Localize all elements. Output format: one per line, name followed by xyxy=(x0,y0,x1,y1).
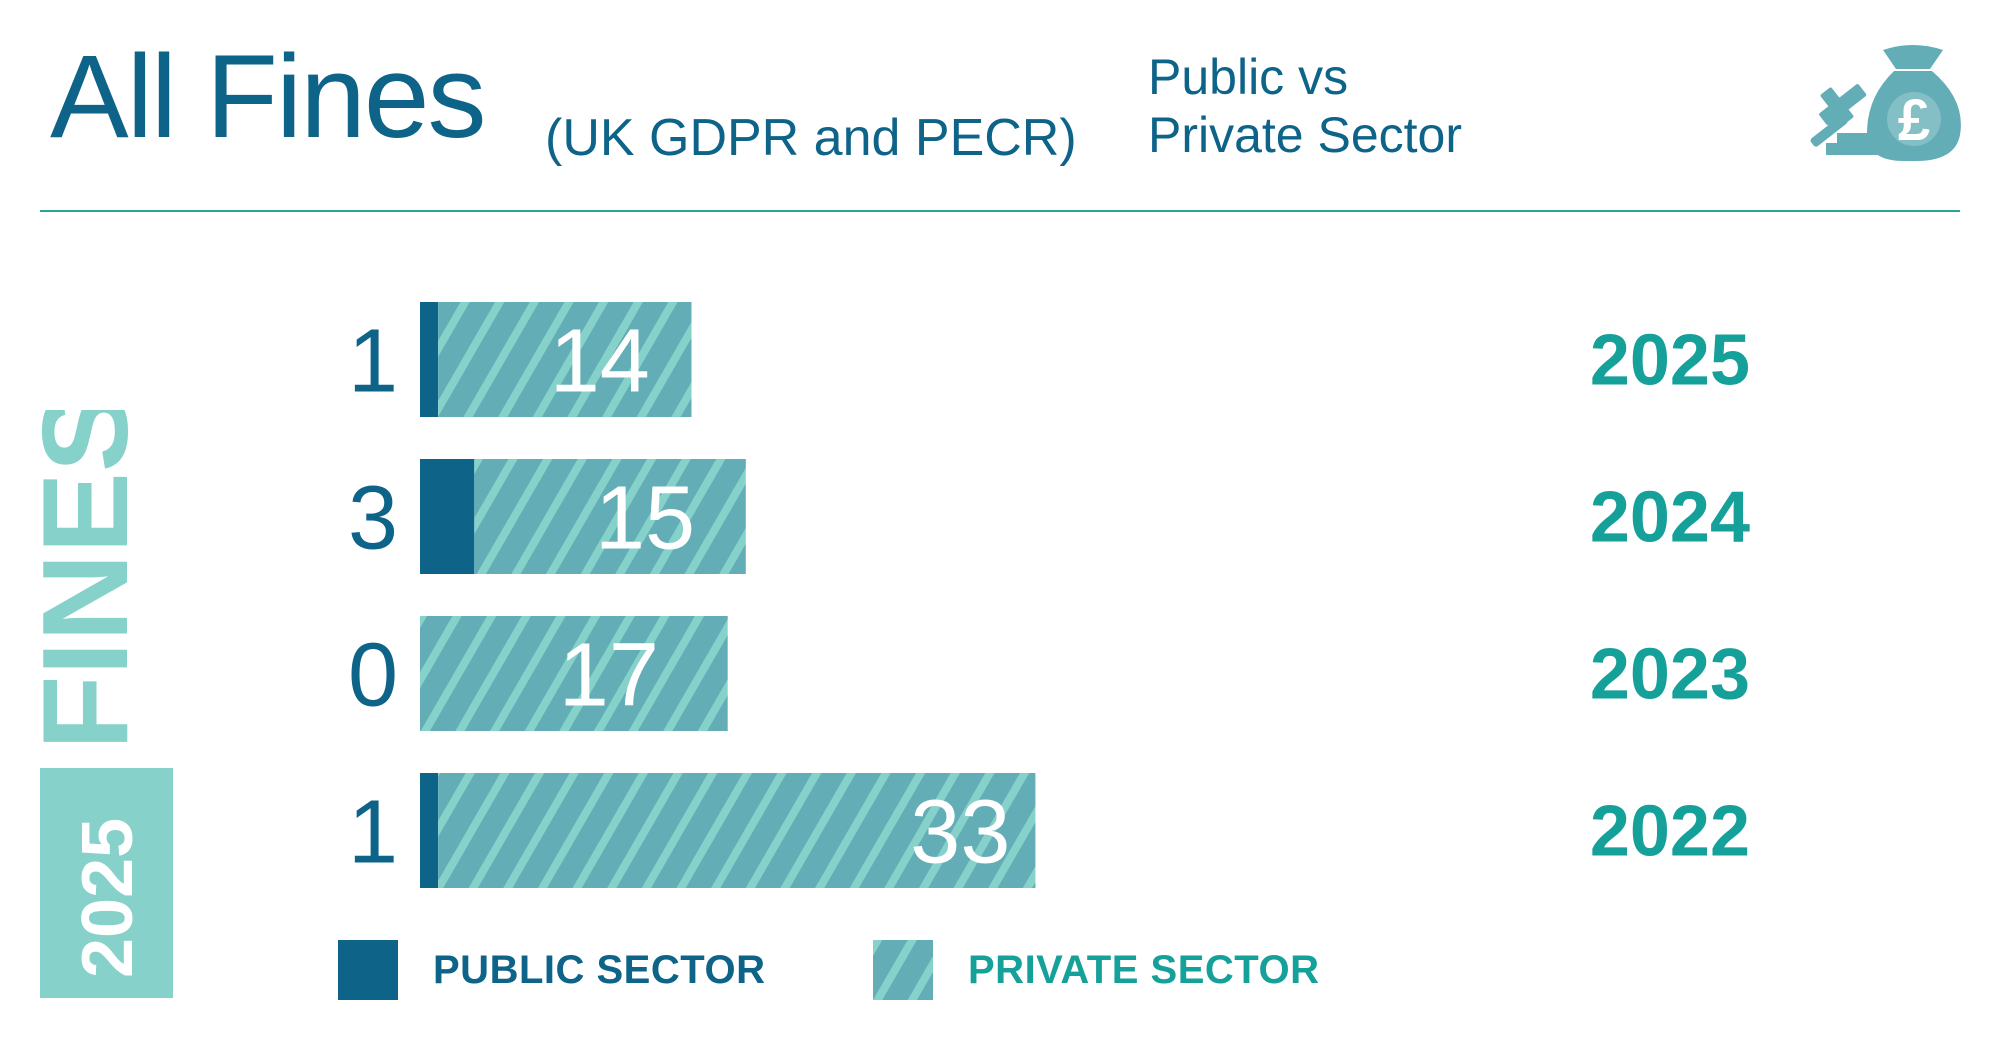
vertical-fines-label: FINES xyxy=(35,410,135,750)
public-value-2024: 3 xyxy=(348,469,398,569)
year-label-2022: 2022 xyxy=(1590,792,1750,872)
legend-public-label: PUBLIC SECTOR xyxy=(433,947,766,992)
year-badge: 2025 xyxy=(40,768,173,998)
legend-private-sector: PRIVATE SECTOR xyxy=(873,940,1320,1000)
private-sector-swatch xyxy=(873,940,933,1000)
private-bar-2024 xyxy=(474,459,746,574)
year-label-2025: 2025 xyxy=(1590,321,1750,401)
gavel-money-bag-icon: £ xyxy=(1810,45,1961,161)
vertical-fines-text: FINES xyxy=(35,410,135,750)
page-title: All Fines xyxy=(50,31,486,163)
private-bar-2022 xyxy=(438,773,1036,888)
public-sector-swatch xyxy=(338,940,398,1000)
private-value-2022: 33 xyxy=(910,783,1010,883)
year-label-2024: 2024 xyxy=(1590,478,1750,558)
public-value-2022: 1 xyxy=(348,783,398,883)
private-value-2023: 17 xyxy=(559,626,659,726)
comparison-title: Public vs Private Sector xyxy=(1148,48,1462,164)
private-value-2025: 14 xyxy=(550,312,650,412)
private-value-2024: 15 xyxy=(595,469,695,569)
legend-public-sector: PUBLIC SECTOR xyxy=(338,940,765,1000)
public-value-2023: 0 xyxy=(348,626,398,726)
page-subtitle: (UK GDPR and PECR) xyxy=(545,109,1077,167)
public-bar-2024 xyxy=(420,459,475,574)
year-label-2023: 2023 xyxy=(1590,635,1750,715)
public-bar-2025 xyxy=(420,302,439,417)
comparison-title-line2: Private Sector xyxy=(1148,107,1463,163)
private-bar-2025 xyxy=(438,302,692,417)
public-bar-2022 xyxy=(420,773,439,888)
fines-bar-chart: 1 14 2025 3 15 2024 0 17 2023 1 33 2022 xyxy=(348,302,1750,888)
year-badge-text: 2025 xyxy=(68,818,148,978)
public-value-2025: 1 xyxy=(348,312,398,412)
svg-text:£: £ xyxy=(1898,88,1930,153)
private-bar-2023 xyxy=(420,616,728,731)
header-divider xyxy=(40,210,1960,212)
legend-private-label: PRIVATE SECTOR xyxy=(968,947,1320,992)
comparison-title-line1: Public vs xyxy=(1148,49,1349,105)
